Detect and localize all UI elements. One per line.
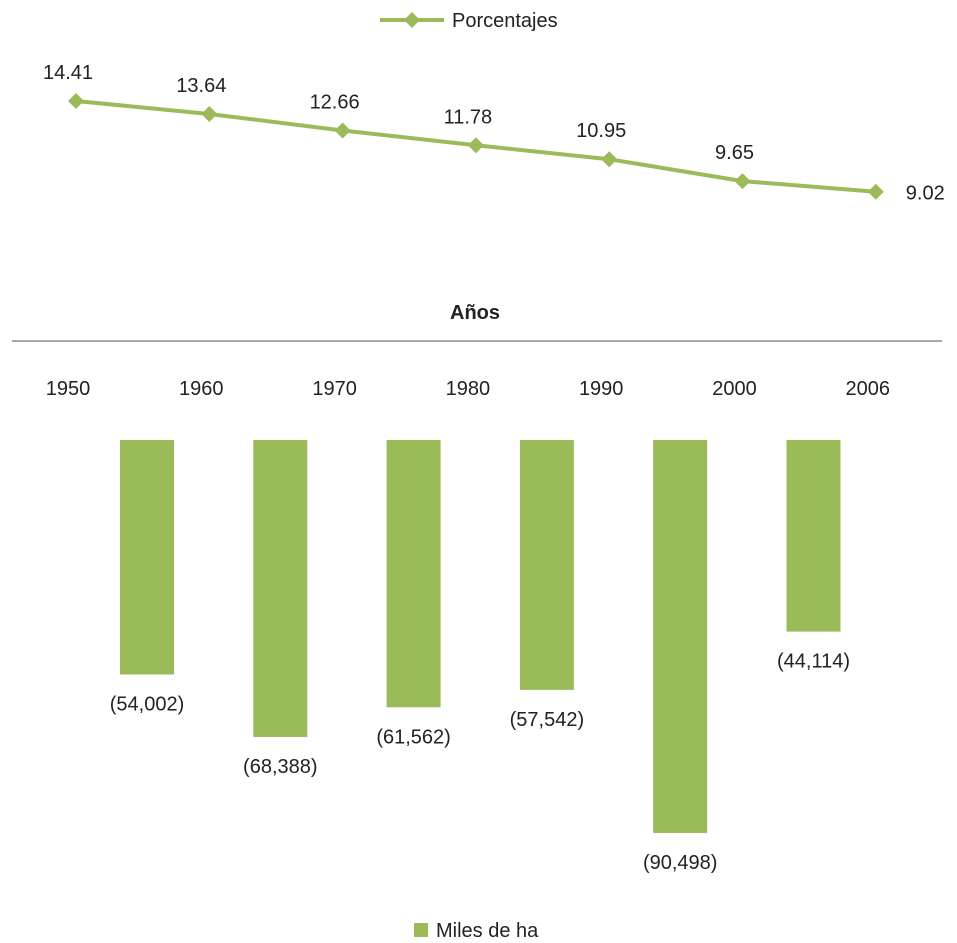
bar-legend: Miles de ha bbox=[414, 920, 539, 942]
x-tick-label-1970: 1970 bbox=[312, 378, 357, 400]
porcentajes-data-label-1970: 12.66 bbox=[310, 91, 360, 113]
bar-legend-label: Miles de ha bbox=[436, 920, 539, 942]
bar-data-labels: (54,002) (68,388) (61,562) (57,542) (90,498)… bbox=[110, 651, 850, 874]
porcentajes-data-label-1990: 10.95 bbox=[576, 120, 626, 142]
x-tick-label-2000: 2000 bbox=[712, 378, 757, 400]
bar-series bbox=[120, 440, 841, 833]
x-tick-label-2006: 2006 bbox=[846, 378, 891, 400]
bar-1970 bbox=[386, 440, 441, 708]
porcentajes-data-label-1950: 14.41 bbox=[43, 62, 93, 84]
porcentajes-point-1960 bbox=[201, 105, 218, 122]
x-tick-label-1980: 1980 bbox=[446, 378, 491, 400]
x-axis-title: Años bbox=[450, 302, 500, 324]
bar-1980 bbox=[519, 440, 574, 690]
line-legend-label: Porcentajes bbox=[452, 10, 558, 32]
line-data-labels: 14.41 13.64 12.66 11.78 10.95 9.65 9.02 bbox=[43, 62, 945, 205]
porcentajes-data-label-2000: 9.65 bbox=[715, 142, 754, 164]
bar-1990 bbox=[653, 440, 708, 833]
bar-1960 bbox=[253, 440, 308, 737]
porcentajes-data-label-1980: 11.78 bbox=[444, 106, 493, 128]
bar-1950 bbox=[120, 440, 174, 675]
bar-data-label-1980: (57,542) bbox=[510, 709, 585, 731]
bar-data-label-1970: (61,562) bbox=[376, 726, 451, 748]
line-legend-swatch-marker bbox=[404, 12, 420, 28]
porcentajes-point-1990 bbox=[601, 151, 618, 168]
x-axis-tick-labels: 1950 1960 1970 1980 1990 2000 2006 bbox=[46, 378, 890, 400]
x-tick-label-1990: 1990 bbox=[579, 378, 624, 400]
porcentajes-point-1980 bbox=[467, 137, 484, 154]
bar-legend-swatch bbox=[414, 923, 428, 937]
bar-data-label-1990: (90,498) bbox=[643, 852, 718, 874]
porcentajes-point-1970 bbox=[334, 122, 351, 139]
porcentajes-data-label-1960: 13.64 bbox=[176, 75, 226, 97]
bar-data-label-1950: (54,002) bbox=[110, 694, 185, 716]
porcentajes-data-label-2006: 9.02 bbox=[906, 183, 945, 205]
bar-data-label-2000: (44,114) bbox=[777, 651, 850, 673]
porcentajes-point-1950 bbox=[68, 93, 84, 109]
porcentajes-point-2006 bbox=[867, 183, 884, 200]
bar-data-label-1960: (68,388) bbox=[243, 756, 318, 778]
bar-2000 bbox=[786, 440, 841, 632]
line-legend: Porcentajes bbox=[380, 10, 558, 32]
x-tick-label-1950: 1950 bbox=[46, 378, 91, 400]
line-series bbox=[68, 93, 884, 200]
x-tick-label-1960: 1960 bbox=[179, 378, 224, 400]
porcentajes-point-2000 bbox=[734, 173, 751, 190]
